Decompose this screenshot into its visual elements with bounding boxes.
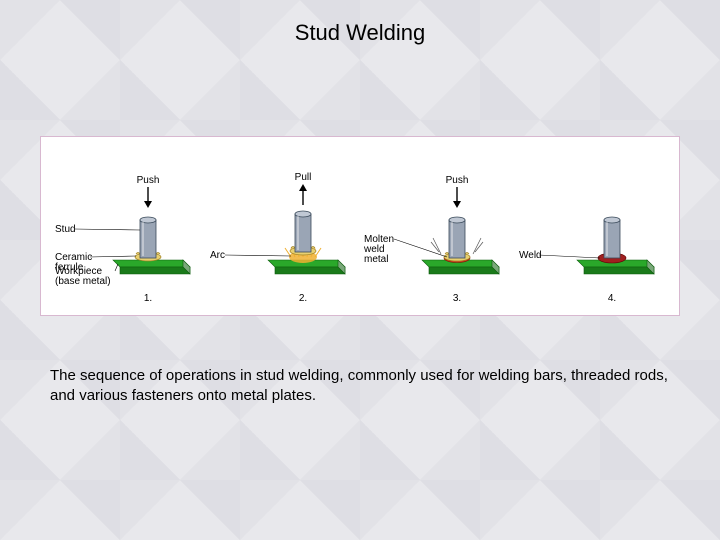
- stage-number: 1.: [144, 293, 152, 304]
- stud-cylinder: [604, 217, 620, 258]
- push-arrow-icon: Push: [137, 175, 160, 208]
- stage-2: Pull Arc 2.: [208, 165, 358, 305]
- svg-text:(base metal): (base metal): [55, 276, 111, 287]
- label-workpiece-base-metal-: Workpiece(base metal): [55, 264, 118, 287]
- label-weld: Weld: [519, 250, 600, 261]
- svg-text:Weld: Weld: [519, 250, 542, 261]
- caption-text: The sequence of operations in stud weldi…: [50, 366, 670, 407]
- svg-text:metal: metal: [364, 254, 388, 265]
- stud-cylinder: [140, 217, 156, 258]
- svg-text:Arc: Arc: [210, 250, 225, 261]
- stage-number: 2.: [299, 293, 307, 304]
- stud-cylinder: [295, 211, 311, 252]
- push-arrow-icon: Push: [446, 175, 469, 208]
- svg-text:Pull: Pull: [294, 172, 311, 183]
- pull-arrow-icon: Pull: [294, 172, 311, 205]
- stage-4: Weld 4.: [517, 165, 667, 305]
- svg-text:Stud: Stud: [55, 224, 76, 235]
- stage-number: 3.: [453, 293, 461, 304]
- stage-3: PushMoltenweldmetal3.: [362, 165, 512, 305]
- page-title: Stud Welding: [0, 0, 720, 46]
- stage-1: PushStudCeramicferruleWorkpiece(base met…: [53, 165, 203, 305]
- label-stud: Stud: [55, 224, 140, 235]
- svg-text:Push: Push: [446, 175, 469, 186]
- stud-cylinder: [449, 217, 465, 258]
- diagram-frame: PushStudCeramicferruleWorkpiece(base met…: [40, 136, 680, 316]
- svg-text:Push: Push: [137, 175, 160, 186]
- label-arc: Arc: [210, 250, 291, 261]
- workpiece-plate: [113, 260, 190, 274]
- stage-number: 4.: [608, 293, 616, 304]
- stages-row: PushStudCeramicferruleWorkpiece(base met…: [51, 152, 669, 305]
